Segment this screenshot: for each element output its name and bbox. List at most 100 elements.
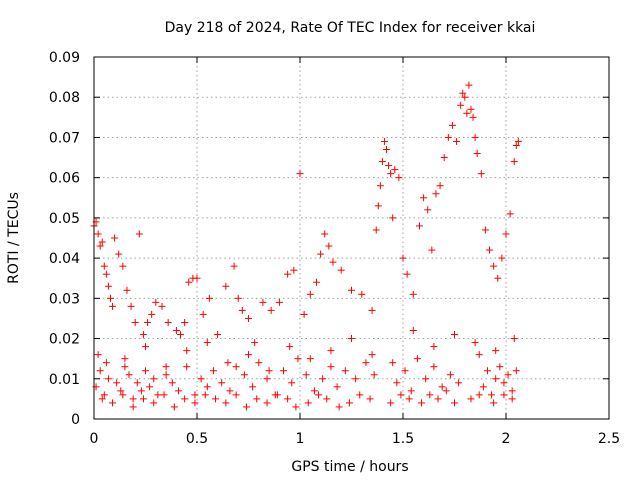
data-point <box>174 387 182 395</box>
data-point <box>481 226 489 234</box>
data-point <box>506 210 514 218</box>
data-point <box>463 109 471 117</box>
data-point <box>226 387 234 395</box>
data-point <box>294 355 302 363</box>
data-point <box>368 351 376 359</box>
data-point <box>160 391 168 399</box>
data-point <box>98 238 106 246</box>
data-point <box>310 387 318 395</box>
data-point <box>453 137 461 145</box>
data-point <box>498 254 506 262</box>
data-point <box>96 242 104 250</box>
data-point <box>409 327 417 335</box>
data-point <box>100 391 108 399</box>
data-point <box>434 395 442 403</box>
data-point <box>199 310 207 318</box>
data-point <box>475 351 483 359</box>
data-point <box>117 387 125 395</box>
data-point <box>352 375 360 383</box>
data-point <box>403 270 411 278</box>
data-point <box>401 367 409 375</box>
data-point <box>448 121 456 129</box>
data-point <box>430 363 438 371</box>
x-tick-label: 2.5 <box>598 431 620 447</box>
data-point <box>218 379 226 387</box>
plot-frame <box>93 56 610 420</box>
data-point <box>284 395 292 403</box>
y-tick-label: 0.03 <box>49 291 80 307</box>
data-point <box>440 154 448 162</box>
data-point <box>201 391 209 399</box>
data-point <box>273 391 281 399</box>
y-tick-label: 0.05 <box>49 211 80 227</box>
data-point <box>245 351 252 359</box>
data-point <box>222 399 230 407</box>
data-point <box>500 391 508 399</box>
data-point <box>407 387 415 395</box>
data-point <box>514 137 522 145</box>
data-point <box>131 318 139 326</box>
data-point <box>508 387 516 395</box>
data-point <box>113 379 121 387</box>
data-points <box>90 81 522 411</box>
data-point <box>139 395 147 403</box>
data-point <box>348 335 355 343</box>
data-point <box>512 141 520 149</box>
data-point <box>292 403 300 411</box>
data-point <box>154 391 162 399</box>
data-point <box>420 194 428 202</box>
data-point <box>467 105 475 113</box>
y-tick-label: 0.02 <box>49 332 80 348</box>
data-point <box>393 379 401 387</box>
data-point <box>426 391 434 399</box>
data-point <box>436 182 444 190</box>
data-point <box>323 395 331 403</box>
data-point <box>203 383 211 391</box>
data-point <box>125 371 133 379</box>
data-point <box>129 403 137 411</box>
data-point <box>345 399 353 407</box>
data-point <box>492 347 500 355</box>
data-point <box>451 331 458 339</box>
data-point <box>238 306 246 314</box>
data-point <box>356 391 364 399</box>
data-point <box>232 391 240 399</box>
data-point <box>183 347 191 355</box>
data-point <box>455 379 463 387</box>
x-tick-label: 0 <box>90 431 99 447</box>
data-point <box>471 339 479 347</box>
data-point <box>504 371 512 379</box>
data-point <box>446 371 454 379</box>
y-tick-label: 0.08 <box>49 90 80 106</box>
data-point <box>172 327 180 335</box>
data-point <box>300 310 308 318</box>
data-point <box>129 395 137 403</box>
data-point <box>321 230 329 238</box>
data-point <box>370 371 378 379</box>
data-point <box>432 190 440 198</box>
data-point <box>510 158 518 166</box>
data-point <box>286 343 294 351</box>
data-point <box>222 282 230 290</box>
x-tick-label: 0.5 <box>186 431 208 447</box>
data-point <box>275 298 283 306</box>
y-tick-label: 0.06 <box>49 171 80 187</box>
data-point <box>146 383 154 391</box>
data-point <box>109 302 117 310</box>
data-point <box>329 258 337 266</box>
data-point <box>224 359 232 367</box>
data-point <box>471 133 479 141</box>
data-point <box>111 234 119 242</box>
data-point <box>467 395 475 403</box>
data-point <box>197 375 205 383</box>
data-point <box>475 391 483 399</box>
data-point <box>288 379 296 387</box>
y-tick-label: 0.04 <box>49 251 80 267</box>
data-point <box>127 302 135 310</box>
data-point <box>477 170 485 178</box>
data-point <box>249 383 257 391</box>
data-point <box>98 395 106 403</box>
data-point <box>193 274 201 282</box>
data-point <box>280 367 288 375</box>
data-point <box>104 375 112 383</box>
